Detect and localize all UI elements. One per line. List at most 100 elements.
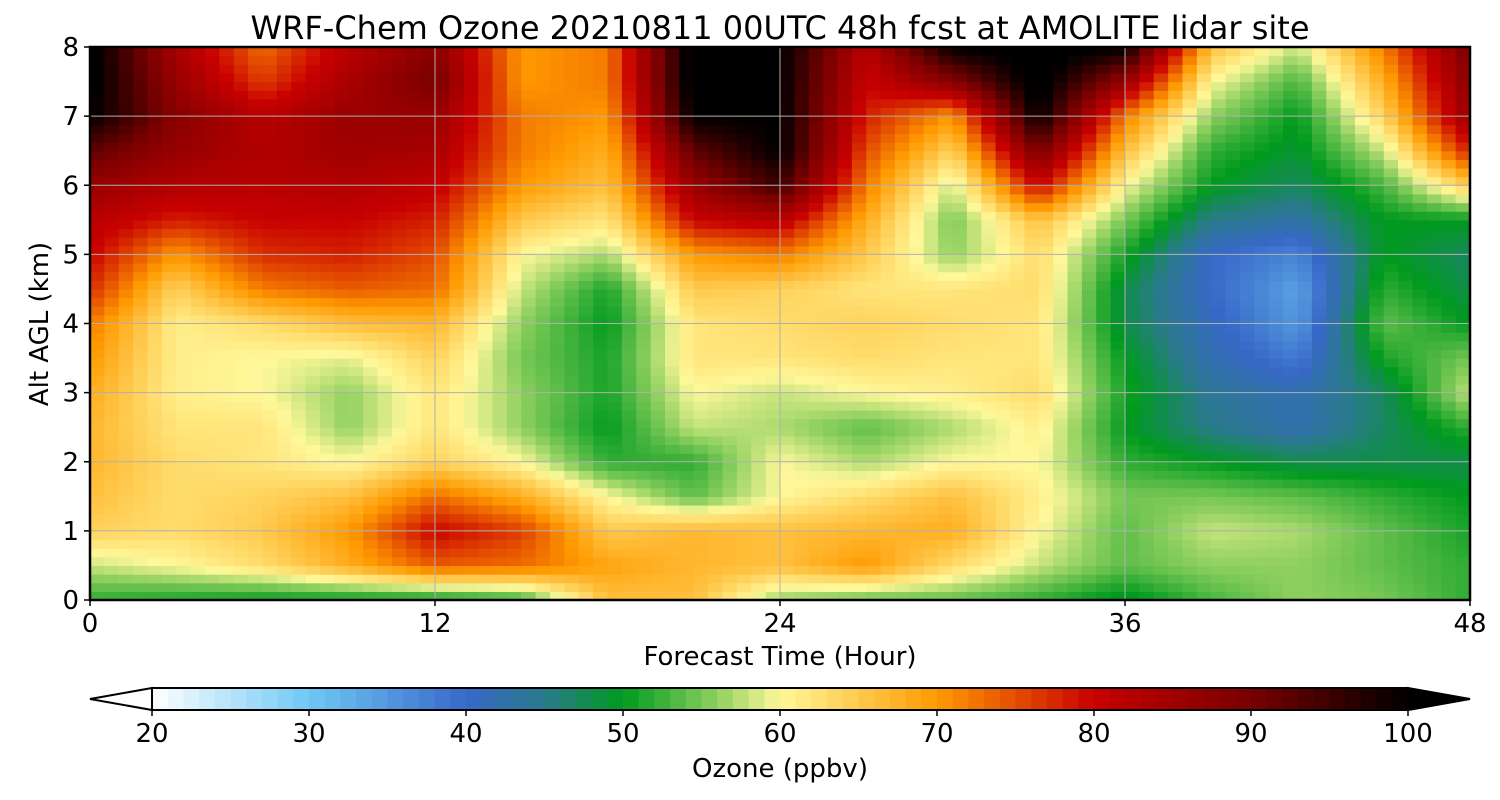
heatmap-cell (305, 245, 321, 255)
heatmap-cell (205, 453, 220, 463)
heatmap-cell (866, 263, 882, 273)
heatmap-cell (463, 591, 479, 601)
heatmap-cell (1225, 401, 1241, 411)
heatmap-cell (621, 591, 637, 601)
heatmap-cell (492, 349, 508, 359)
heatmap-cell (420, 167, 436, 178)
heatmap-cell (1225, 383, 1241, 394)
heatmap-cell (1283, 366, 1299, 376)
heatmap-cell (808, 427, 824, 437)
heatmap-cell (751, 280, 767, 290)
heatmap-cell (1441, 176, 1457, 186)
heatmap-cell (1225, 340, 1241, 351)
heatmap-cell (981, 271, 997, 281)
heatmap-cell (923, 228, 939, 238)
heatmap-cell (765, 176, 781, 186)
heatmap-cell (190, 487, 206, 497)
heatmap-cell (348, 254, 364, 264)
heatmap-cell (521, 539, 537, 549)
heatmap-cell (621, 271, 637, 281)
heatmap-cell (966, 150, 982, 160)
heatmap-cell (621, 211, 637, 221)
heatmap-cell (751, 332, 767, 342)
heatmap-cell (1254, 401, 1270, 411)
heatmap-cell (420, 392, 436, 402)
heatmap-cell (1355, 254, 1370, 264)
heatmap-cell (1441, 193, 1457, 204)
heatmap-cell (190, 271, 206, 281)
heatmap-cell (981, 574, 997, 584)
heatmap-cell (981, 193, 997, 204)
heatmap-cell (1053, 461, 1069, 471)
heatmap-cell (463, 185, 479, 195)
heatmap-cell (1053, 306, 1069, 316)
heatmap-cell (1153, 349, 1169, 359)
heatmap-cell (334, 349, 350, 359)
heatmap-cell (1096, 582, 1112, 592)
heatmap-cell (1398, 530, 1414, 541)
heatmap-cell (406, 530, 422, 541)
heatmap-cell (1139, 245, 1155, 255)
heatmap-cell (1283, 522, 1299, 532)
heatmap-cell (1096, 453, 1112, 463)
heatmap-cell (1153, 375, 1169, 385)
heatmap-cell (276, 496, 292, 506)
heatmap-cell (679, 271, 695, 281)
heatmap-cell (205, 539, 220, 549)
heatmap-cell (147, 574, 163, 584)
heatmap-cell (291, 280, 307, 290)
heatmap-cell (1024, 314, 1040, 325)
heatmap-cell (104, 219, 120, 230)
heatmap-cell (391, 461, 407, 471)
heatmap-cell (233, 306, 249, 316)
heatmap-cell (966, 358, 982, 368)
heatmap-cell (161, 159, 177, 169)
heatmap-cell (693, 280, 709, 290)
heatmap-cell (1067, 306, 1083, 316)
heatmap-cell (219, 167, 235, 178)
heatmap-cell (449, 383, 465, 394)
heatmap-cell (808, 237, 824, 247)
heatmap-cell (391, 427, 407, 437)
heatmap-cell (1326, 513, 1342, 523)
heatmap-cell (521, 349, 537, 359)
heatmap-cell (535, 556, 551, 567)
heatmap-cell (823, 297, 839, 307)
heatmap-cell (1254, 211, 1270, 221)
heatmap-cell (1340, 427, 1356, 437)
heatmap-cell (736, 401, 752, 411)
heatmap-cell (1283, 280, 1299, 290)
heatmap-cell (1182, 237, 1198, 247)
heatmap-cell (90, 383, 105, 394)
heatmap-cell (794, 219, 810, 230)
heatmap-cell (449, 461, 465, 471)
heatmap-cell (262, 314, 278, 325)
heatmap-cell (1168, 340, 1184, 351)
heatmap-cell (708, 548, 724, 558)
heatmap-cell (406, 418, 422, 428)
heatmap-cell (981, 358, 997, 368)
heatmap-cell (1311, 271, 1327, 281)
heatmap-cell (391, 219, 407, 230)
heatmap-cell (780, 219, 795, 230)
heatmap-cell (1297, 254, 1313, 264)
heatmap-cell (1455, 314, 1471, 325)
heatmap-cell (1398, 254, 1414, 264)
heatmap-cell (765, 288, 781, 299)
heatmap-cell (923, 470, 939, 480)
heatmap-cell (320, 159, 335, 169)
heatmap-cell (708, 349, 724, 359)
heatmap-cell (118, 176, 134, 186)
heatmap-cell (1441, 332, 1457, 342)
heatmap-cell (449, 280, 465, 290)
heatmap-cell (981, 159, 997, 169)
heatmap-cell (391, 254, 407, 264)
heatmap-cell (837, 297, 853, 307)
heatmap-cell (679, 263, 695, 273)
heatmap-cell (751, 211, 767, 221)
heatmap-cell (895, 513, 910, 523)
heatmap-cell (176, 513, 192, 523)
heatmap-cell (1268, 271, 1284, 281)
heatmap-cell (1426, 375, 1442, 385)
heatmap-cell (118, 142, 134, 152)
